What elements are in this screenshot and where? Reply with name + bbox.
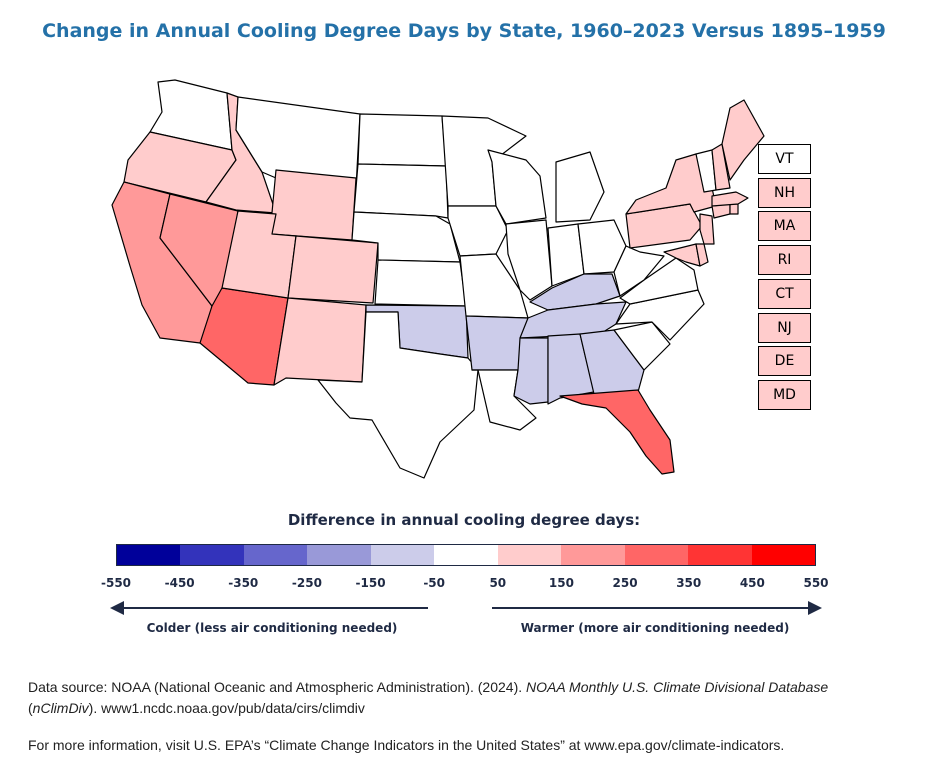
warmer-label: Warmer (more air conditioning needed) xyxy=(520,621,790,635)
state-nm xyxy=(273,297,367,386)
state-me xyxy=(721,99,765,181)
scale-swatch xyxy=(561,545,625,565)
tick-label: -350 xyxy=(228,576,259,590)
state-de xyxy=(695,243,709,267)
scale-swatch xyxy=(624,545,689,565)
scale-swatch xyxy=(497,545,562,565)
colder-arrow-icon xyxy=(110,601,428,615)
scale-arrows xyxy=(110,601,822,615)
more-info: For more information, visit U.S. EPA’s “… xyxy=(28,737,785,753)
source-abbr: nClimDiv xyxy=(32,700,89,716)
state-ri xyxy=(729,203,739,215)
state-box-ma: MA xyxy=(758,211,811,242)
source-title: NOAA Monthly U.S. Climate Divisional Dat… xyxy=(526,679,829,695)
source-open: ( xyxy=(28,700,33,716)
state-box-ct: CT xyxy=(758,278,811,309)
warmer-arrow-icon xyxy=(492,601,822,615)
state-box-md: MD xyxy=(758,379,811,410)
state-sc xyxy=(613,321,671,371)
state-md xyxy=(663,243,701,267)
state-tx xyxy=(317,311,479,479)
state-mo xyxy=(459,253,529,319)
state-wv xyxy=(613,245,665,297)
state-nd xyxy=(357,113,447,167)
state-box-ri: RI xyxy=(758,245,811,276)
state-nj xyxy=(699,213,715,245)
state-ks xyxy=(374,259,467,307)
scale-swatch xyxy=(751,545,815,565)
state-wi xyxy=(487,149,547,225)
state-fl xyxy=(559,389,675,475)
data-source: Data source: NOAA (National Oceanic and … xyxy=(28,677,908,719)
tick-label: -550 xyxy=(100,576,132,590)
state-box-nh: NH xyxy=(758,177,811,208)
colder-label: Colder (less air conditioning needed) xyxy=(146,621,398,635)
scale-swatch xyxy=(370,545,435,565)
tick-label: 350 xyxy=(676,576,702,590)
tick-label: 550 xyxy=(803,576,829,590)
scale-swatch xyxy=(180,545,244,565)
state-nh xyxy=(711,143,731,191)
us-map xyxy=(111,79,765,479)
tick-label: 150 xyxy=(548,576,574,590)
source-prefix: Data source: NOAA (National Oceanic and … xyxy=(28,679,523,695)
color-scale-bar xyxy=(116,544,816,566)
state-tn xyxy=(519,301,627,339)
state-box-de: DE xyxy=(758,346,811,377)
state-co xyxy=(287,235,379,304)
scale-swatch xyxy=(434,545,498,565)
state-mi xyxy=(555,151,605,223)
state-box-nj: NJ xyxy=(758,312,811,343)
state-ga xyxy=(579,329,645,395)
state-box-vt: VT xyxy=(758,144,811,174)
page-title: Change in Annual Cooling Degree Days by … xyxy=(42,20,886,42)
legend-title: Difference in annual cooling degree days… xyxy=(287,511,641,529)
tick-label: -150 xyxy=(355,576,386,590)
state-il xyxy=(505,219,553,301)
scale-swatch xyxy=(243,545,308,565)
scale-swatch xyxy=(117,545,181,565)
tick-label: 250 xyxy=(612,576,638,590)
scale-swatch xyxy=(688,545,752,565)
source-suffix: ). www1.ncdc.noaa.gov/pub/data/cirs/clim… xyxy=(88,700,365,716)
state-ma xyxy=(711,191,749,207)
state-ms xyxy=(513,337,549,405)
state-sd xyxy=(353,163,449,219)
state-wy xyxy=(269,169,357,241)
tick-label: -250 xyxy=(291,576,322,590)
tick-label: -450 xyxy=(164,576,195,590)
tick-label: 50 xyxy=(489,576,507,590)
tick-label: -50 xyxy=(423,576,446,590)
tick-label: 450 xyxy=(739,576,765,590)
scale-swatch xyxy=(307,545,371,565)
